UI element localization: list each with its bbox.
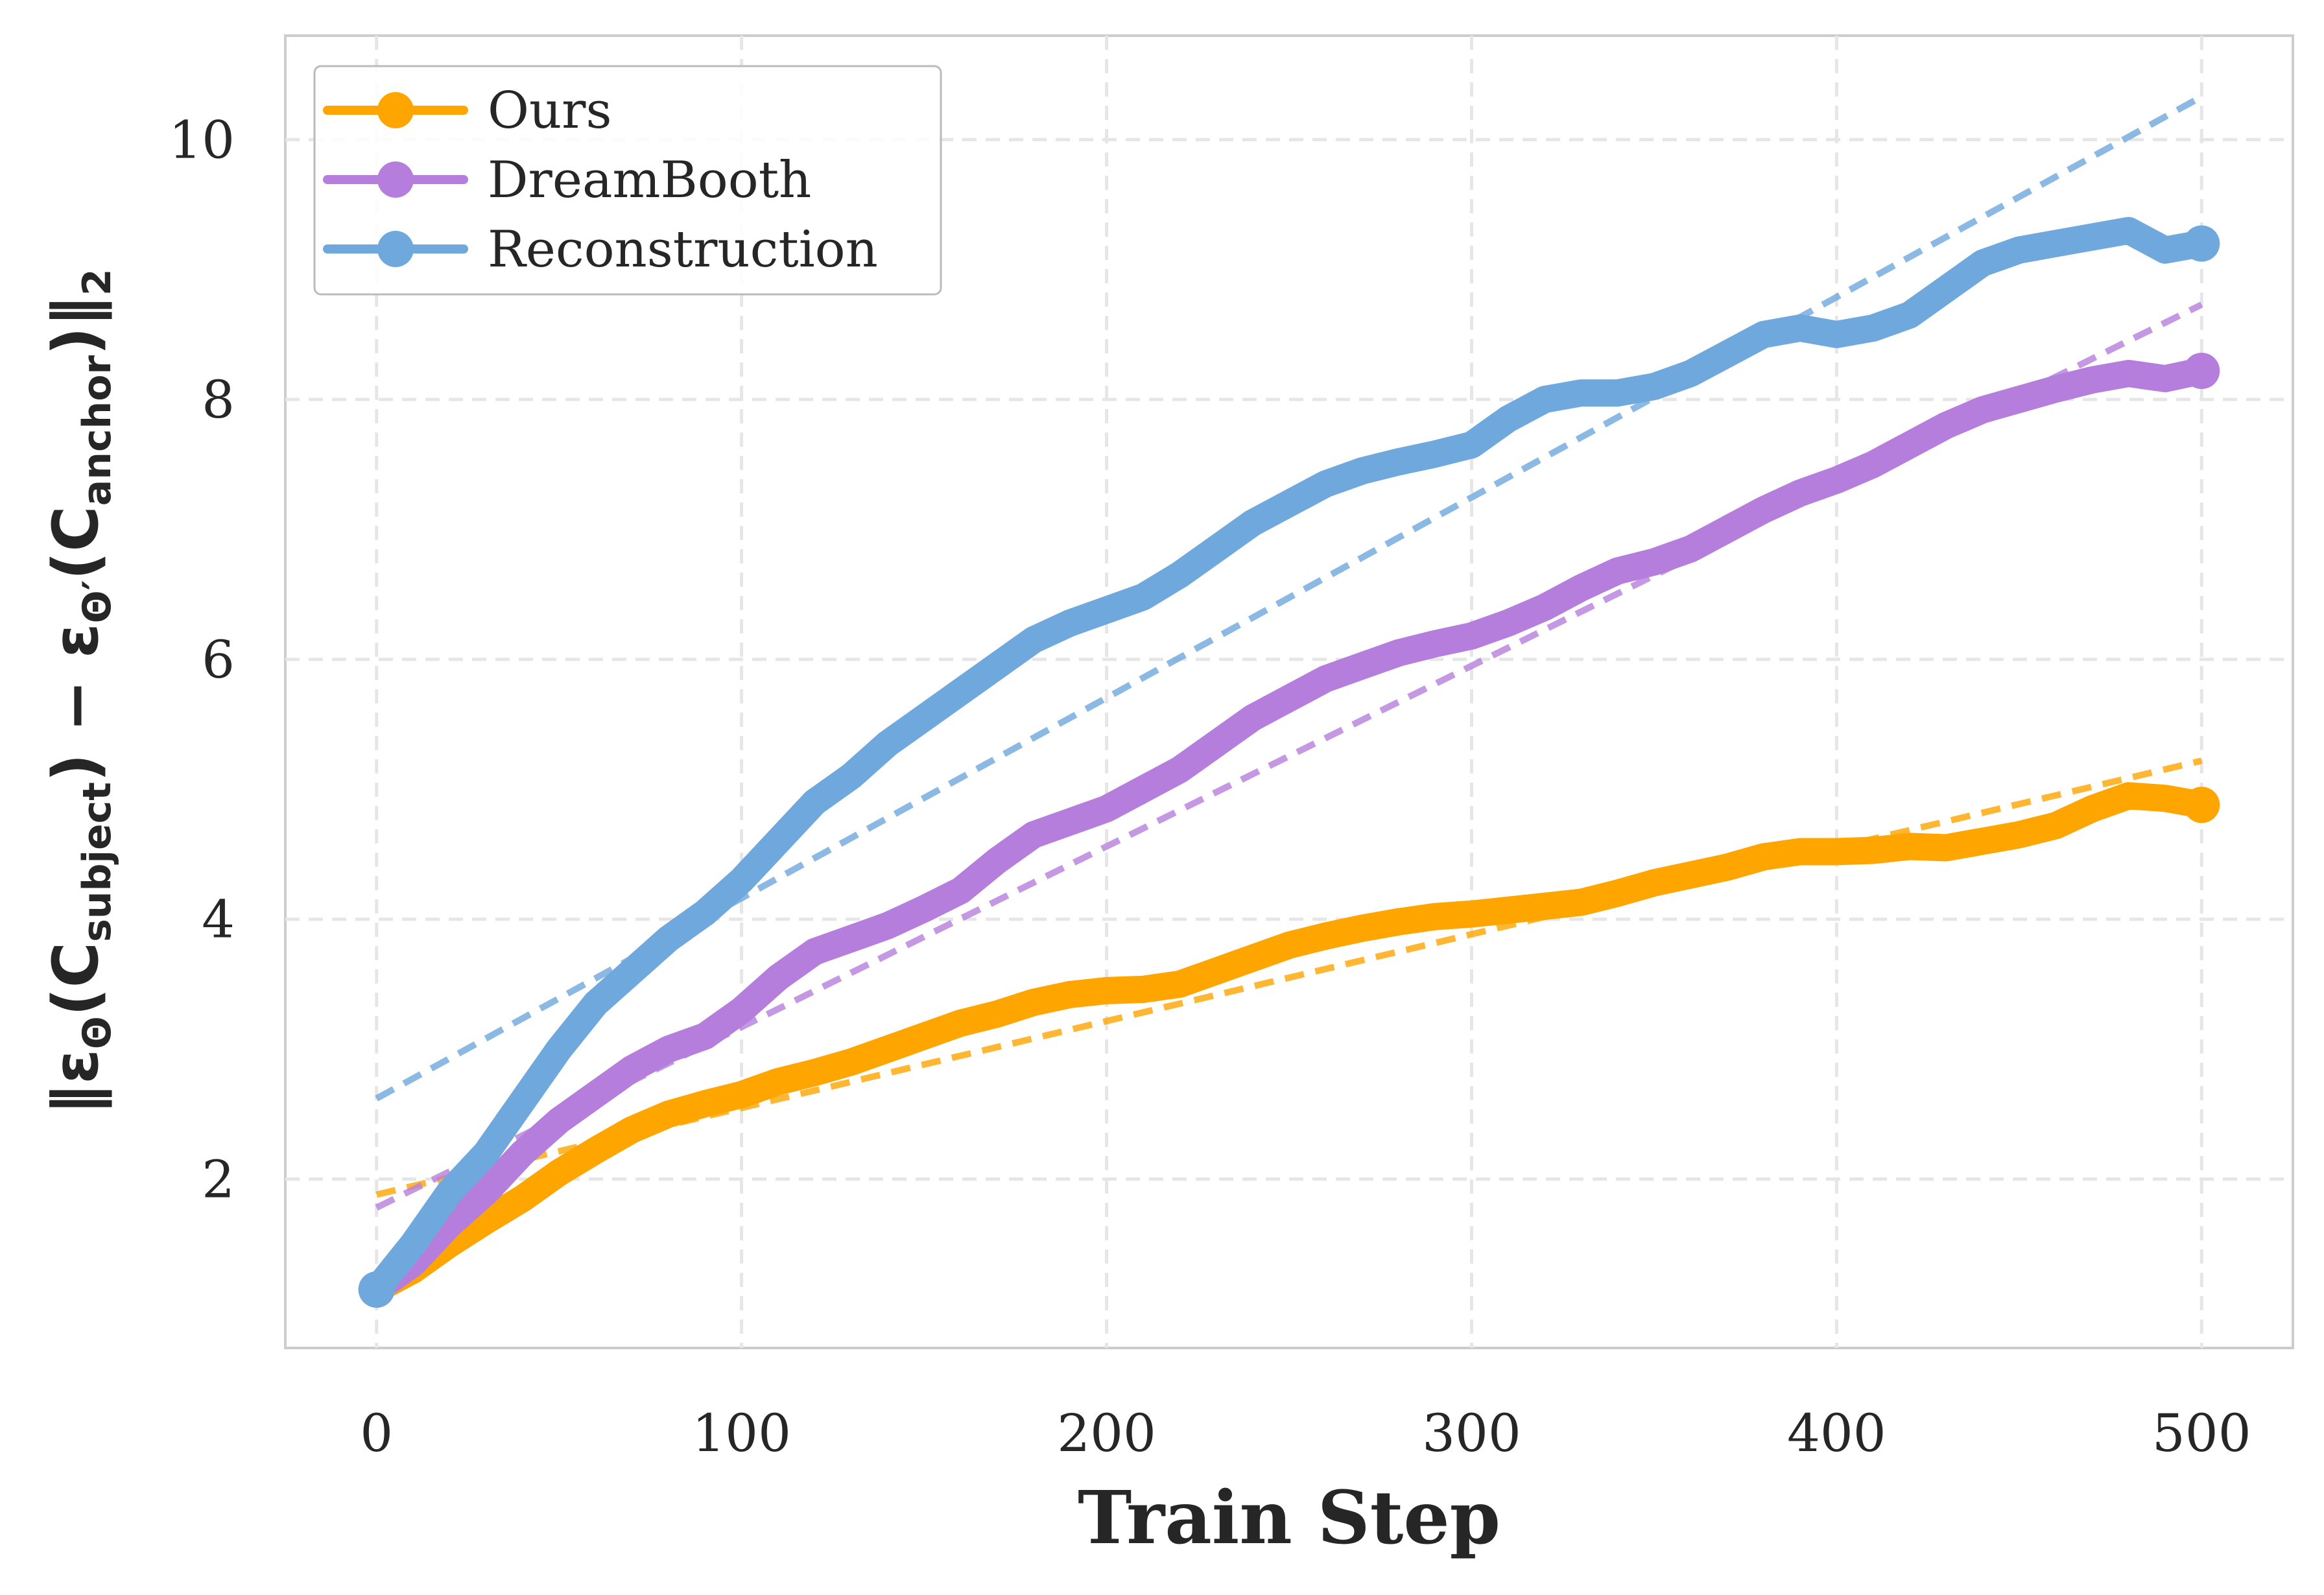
ylabel-lparen-2: (C bbox=[40, 506, 112, 580]
series-start-marker-reconstruction bbox=[358, 1271, 395, 1308]
y-axis-ticks: 2 4 6 8 10 bbox=[169, 110, 235, 1209]
ylabel-anchor: anchor bbox=[75, 355, 120, 506]
series-line-reconstruction bbox=[362, 217, 2216, 1303]
legend-label-dreambooth: DreamBooth bbox=[488, 151, 811, 209]
ylabel-subject: subject bbox=[75, 782, 120, 942]
x-tick-label: 500 bbox=[2152, 1403, 2251, 1463]
grid bbox=[285, 36, 2293, 1348]
series-end-marker-dreambooth bbox=[2183, 353, 2220, 390]
legend-label-reconstruction: Reconstruction bbox=[488, 220, 878, 279]
y-tick-label: 4 bbox=[202, 890, 235, 950]
x-tick-label: 100 bbox=[692, 1403, 791, 1463]
legend-marker-reconstruction bbox=[377, 231, 414, 267]
data-series bbox=[358, 217, 2220, 1308]
x-tick-label: 200 bbox=[1057, 1403, 1156, 1463]
legend-box bbox=[313, 65, 942, 296]
ylabel-mid: ) − ε bbox=[40, 623, 112, 782]
y-tick-label: 2 bbox=[202, 1149, 235, 1209]
legend-label-ours: Ours bbox=[488, 82, 612, 140]
legend-marker-ours bbox=[377, 92, 414, 128]
x-axis-ticks: 0 100 200 300 400 500 bbox=[360, 1403, 2251, 1463]
ylabel-theta-prime: Θ′ bbox=[75, 580, 120, 624]
series-line-ours bbox=[362, 782, 2216, 1303]
series-end-marker-ours bbox=[2183, 786, 2220, 823]
y-tick-label: 8 bbox=[202, 370, 235, 430]
y-axis-label: ‖εΘ(Csubject) − εΘ′(Canchor)‖2 bbox=[40, 268, 120, 1115]
ylabel-subscript-two: 2 bbox=[75, 268, 120, 296]
ylabel-theta: Θ bbox=[75, 1016, 120, 1049]
x-tick-label: 0 bbox=[360, 1403, 393, 1463]
series-line-dreambooth bbox=[362, 357, 2216, 1303]
x-tick-label: 300 bbox=[1422, 1403, 1521, 1463]
ylabel-close: )‖ bbox=[40, 296, 113, 355]
ylabel-open: ‖ε bbox=[40, 1049, 113, 1115]
x-tick-label: 400 bbox=[1787, 1403, 1886, 1463]
series-end-marker-reconstruction bbox=[2183, 225, 2220, 262]
legend: Ours DreamBooth Reconstruction bbox=[313, 65, 942, 296]
x-axis-label: Train Step bbox=[1078, 1476, 1500, 1561]
ylabel-lparen: (C bbox=[40, 942, 112, 1016]
legend-marker-dreambooth bbox=[377, 161, 414, 198]
svg-text:‖εΘ(Csubject) − εΘ′(Canchor)‖2: ‖εΘ(Csubject) − εΘ′(Canchor)‖2 bbox=[40, 268, 120, 1115]
y-tick-label: 10 bbox=[169, 110, 235, 170]
y-tick-label: 6 bbox=[202, 630, 235, 690]
